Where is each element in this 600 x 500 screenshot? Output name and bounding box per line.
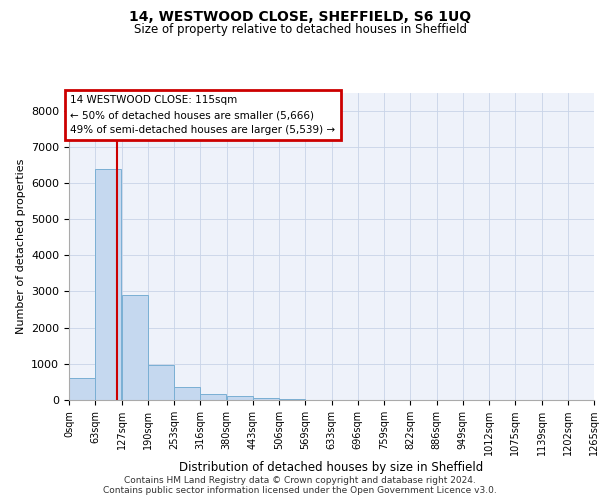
Bar [122,295,148,400]
Bar [69,378,95,400]
Bar [227,396,253,400]
Y-axis label: Number of detached properties: Number of detached properties [16,158,26,334]
Text: Size of property relative to detached houses in Sheffield: Size of property relative to detached ho… [133,22,467,36]
Text: 14, WESTWOOD CLOSE, SHEFFIELD, S6 1UQ: 14, WESTWOOD CLOSE, SHEFFIELD, S6 1UQ [129,10,471,24]
Bar [148,365,174,400]
X-axis label: Distribution of detached houses by size in Sheffield: Distribution of detached houses by size … [179,461,484,474]
Bar [174,387,200,400]
Text: Contains HM Land Registry data © Crown copyright and database right 2024.
Contai: Contains HM Land Registry data © Crown c… [103,476,497,495]
Text: 14 WESTWOOD CLOSE: 115sqm
← 50% of detached houses are smaller (5,666)
49% of se: 14 WESTWOOD CLOSE: 115sqm ← 50% of detac… [70,96,335,135]
Bar [95,169,121,400]
Bar [253,398,279,400]
Bar [279,399,305,400]
Bar [200,394,226,400]
